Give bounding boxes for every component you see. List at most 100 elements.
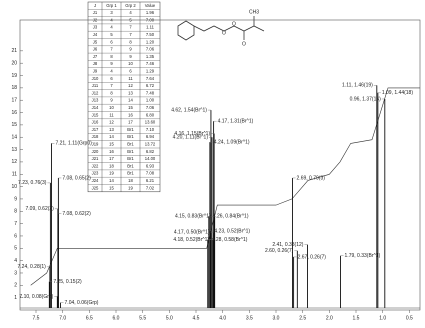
table-cell: J1 xyxy=(93,10,98,15)
peak-label: 7.08, 0.65(2) xyxy=(62,175,91,181)
table-cell: J24 xyxy=(92,178,99,183)
table-cell: 6.80 xyxy=(146,112,155,117)
table-cell: J20 xyxy=(92,149,99,154)
x-tick-label: 1.5 xyxy=(353,315,360,321)
peak-label: 2.60, 0.26(7) xyxy=(265,248,294,254)
peak-label: 2.67, 0.26(7) xyxy=(298,254,327,260)
y-tick-label: 8 xyxy=(14,209,17,215)
table-cell: 19 xyxy=(109,171,114,176)
table-cell: 7.06 xyxy=(146,47,155,52)
table-cell: 9 xyxy=(110,61,113,66)
table-cell: Br1 xyxy=(127,149,134,154)
x-tick-label: 4.0 xyxy=(219,315,226,321)
table-header: Value xyxy=(145,3,156,8)
table-cell: 1.11 xyxy=(146,25,155,30)
x-tick-label: 3.0 xyxy=(273,315,280,321)
table-cell: J6 xyxy=(93,47,98,52)
table-cell: 8 xyxy=(129,39,132,44)
table-cell: J5 xyxy=(93,39,98,44)
y-tick-label: 4 xyxy=(14,258,17,264)
table-cell: 7 xyxy=(129,25,132,30)
table-cell: 7.46 xyxy=(146,61,155,66)
peak-label: 4.17, 0.50(Br^1) xyxy=(174,230,210,236)
table-cell: J14 xyxy=(92,105,99,110)
peak-label: 7.25, 0.15(2) xyxy=(53,279,82,285)
table-cell: 17 xyxy=(128,120,133,125)
peak-label: 7.10, 0.08(Grp) xyxy=(19,294,53,300)
peak-label: 4.15, 0.83(Br^1) xyxy=(175,214,211,220)
table-cell: J17 xyxy=(92,127,99,132)
table-cell: J8 xyxy=(93,61,98,66)
table-cell: J12 xyxy=(92,90,99,95)
table-cell: 14 xyxy=(109,134,114,139)
x-tick-label: 2.0 xyxy=(326,315,333,321)
y-tick-label: 16 xyxy=(11,110,17,116)
peak-label: 4.24, 1.09(Br^1) xyxy=(214,139,250,145)
table-header: J xyxy=(94,3,96,8)
y-tick-label: 15 xyxy=(11,122,17,128)
table-cell: 17 xyxy=(109,156,114,161)
table-cell: 19 xyxy=(128,185,133,190)
table-cell: 13 xyxy=(128,90,133,95)
table-cell: 4 xyxy=(129,10,132,15)
table-cell: 11 xyxy=(128,76,133,81)
peak-label: 7.08, 0.62(2) xyxy=(62,211,91,217)
table-cell: 9 xyxy=(129,47,132,52)
table-cell: 7.02 xyxy=(146,185,155,190)
table-cell: 6 xyxy=(110,76,113,81)
x-tick-label: 0.5 xyxy=(406,315,413,321)
table-cell: 4 xyxy=(110,25,113,30)
x-tick-label: 1.0 xyxy=(379,315,386,321)
table-cell: J10 xyxy=(92,76,99,81)
table-cell: Br1 xyxy=(127,134,134,139)
y-tick-label: 3 xyxy=(14,270,17,276)
table-cell: 8 xyxy=(110,54,113,59)
y-tick-label: 19 xyxy=(11,73,17,79)
peak-label: 4.28, 0.58(Br^1) xyxy=(212,237,248,243)
y-tick-label: 12 xyxy=(11,159,17,165)
table-cell: Br1 xyxy=(127,163,134,168)
atom-label: O xyxy=(232,21,236,27)
x-tick-label: 4.5 xyxy=(193,315,200,321)
table-cell: 7.06 xyxy=(146,105,155,110)
coupling-table: JJ1J2J3J4J5J6J7J8J9J10J11J12J13J14J15J16… xyxy=(87,1,161,193)
x-tick-label: 6.5 xyxy=(86,315,93,321)
peak-label: 7.23, 0.76(3) xyxy=(18,180,47,186)
peak-label: 1.11, 1.46(19) xyxy=(342,83,373,89)
peak-label: 4.23, 0.52(Br^1) xyxy=(214,228,250,234)
peak-label: 7.21, 1.11(Grp0) xyxy=(55,141,92,147)
x-tick-label: 7.5 xyxy=(33,315,40,321)
table-cell: 10 xyxy=(109,105,114,110)
table-cell: 7.10 xyxy=(146,127,155,132)
table-cell: J21 xyxy=(92,156,99,161)
y-tick-label: 6 xyxy=(14,233,17,239)
table-cell: 7.64 xyxy=(146,76,155,81)
table-cell: 7.50 xyxy=(146,32,155,37)
table-header: Grp 1 xyxy=(106,3,117,8)
table-cell: 13.60 xyxy=(145,120,156,125)
table-cell: J7 xyxy=(93,54,98,59)
table-cell: 14 xyxy=(128,98,133,103)
x-tick-label: 5.5 xyxy=(139,315,146,321)
y-tick-label: 1 xyxy=(14,295,17,301)
table-cell: J25 xyxy=(92,185,99,190)
molecule xyxy=(177,16,265,41)
table-cell: 18 xyxy=(109,163,114,168)
table-cell: J19 xyxy=(92,141,99,146)
y-tick-label: 10 xyxy=(11,184,17,190)
peak-label: 1.79, 0.33(Br^1) xyxy=(345,253,381,259)
x-tick-label: 5.0 xyxy=(166,315,173,321)
table-cell: 6.21 xyxy=(146,178,155,183)
table-cell: 16 xyxy=(109,149,114,154)
table-cell: 7.08 xyxy=(146,171,155,176)
peak-label: 1.09, 1.44(18) xyxy=(382,90,413,96)
y-tick-label: 2 xyxy=(14,283,17,289)
table-cell: 15 xyxy=(109,141,114,146)
table-cell: 7 xyxy=(129,32,132,37)
table-cell: J18 xyxy=(92,134,99,139)
table-cell: 3 xyxy=(110,10,113,15)
table-cell: 7 xyxy=(110,47,113,52)
atom-label: O xyxy=(222,30,226,36)
peak-label: 4.62, 1.54(Br^1) xyxy=(171,107,207,113)
table-cell: 1.35 xyxy=(146,54,155,59)
